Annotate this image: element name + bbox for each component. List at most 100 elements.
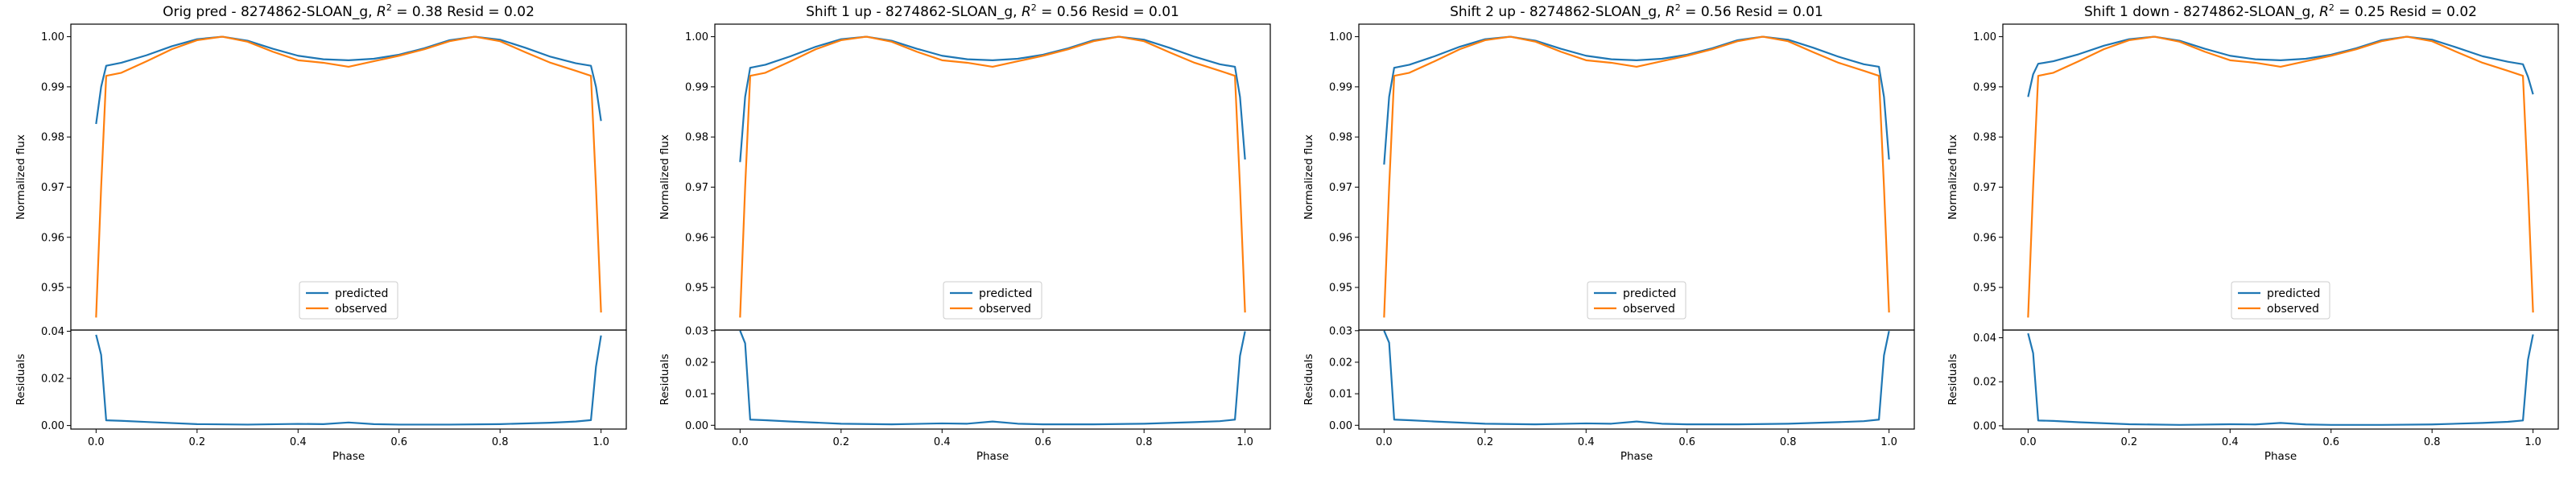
- series-line-predicted: [2027, 35, 2534, 97]
- ytick-label: 0.96: [685, 232, 708, 244]
- chart-title-r: R: [1666, 4, 1675, 20]
- y-axis-label: Normalized flux: [1946, 134, 1959, 220]
- xtick-label: 0.4: [2222, 436, 2239, 448]
- ytick-label: 0.02: [1329, 357, 1352, 369]
- y-axis-label: Normalized flux: [658, 134, 671, 220]
- ytick-label: 0.98: [1329, 132, 1352, 144]
- y-axis-label: Normalized flux: [1302, 134, 1315, 220]
- xtick-label: 0.6: [390, 436, 407, 448]
- xtick-label: 0.8: [1780, 436, 1797, 448]
- legend-label: observed: [2267, 303, 2319, 316]
- subplot-3: Shift 2 up - 8274862-SLOAN_g, R2 = 0.56 …: [1302, 2, 1915, 463]
- flux-lines: [1383, 35, 1890, 318]
- series-line-predicted: [95, 35, 602, 125]
- legend-frame: [1587, 281, 1686, 320]
- x-axis-label: Phase: [1620, 450, 1653, 463]
- legend: predicted observed: [943, 281, 1042, 320]
- residual-lines: [1383, 330, 1890, 426]
- xtick-label: 0.8: [2424, 436, 2441, 448]
- subplot-4: Shift 1 down - 8274862-SLOAN_g, R2 = 0.2…: [1946, 2, 2559, 463]
- chart-title-r: R: [1022, 4, 1031, 20]
- chart-title: Shift 1 down - 8274862-SLOAN_g, R2 = 0.2…: [2084, 2, 2477, 20]
- ytick-label: 0.97: [41, 182, 64, 194]
- ytick-label: 0.00: [685, 420, 708, 432]
- ytick-label: 0.95: [41, 283, 64, 295]
- xtick-label: 0.8: [492, 436, 509, 448]
- legend-frame: [2231, 281, 2330, 320]
- residual-lines: [739, 330, 1246, 426]
- y-axis-label: Normalized flux: [14, 134, 27, 220]
- ytick-label: 0.96: [41, 232, 64, 244]
- xtick-label: 1.0: [592, 436, 609, 448]
- chart-title: Shift 1 up - 8274862-SLOAN_g, R2 = 0.56 …: [806, 2, 1179, 20]
- xtick-label: 0.4: [1578, 436, 1595, 448]
- legend: predicted observed: [2231, 281, 2330, 320]
- ytick-label: 0.95: [1973, 283, 1996, 295]
- ytick-label: 1.00: [41, 31, 64, 43]
- ytick-label: 0.98: [685, 132, 708, 144]
- legend-label: predicted: [979, 287, 1032, 300]
- x-axis-label: Phase: [2264, 450, 2297, 463]
- ytick-label: 1.00: [1329, 31, 1352, 43]
- xtick-label: 0.8: [1136, 436, 1153, 448]
- series-line-residuals: [1383, 330, 1890, 426]
- xtick-label: 1.0: [1236, 436, 1253, 448]
- ytick-label: 0.00: [41, 420, 64, 432]
- chart-title-prefix: Shift 1 down - 8274862-SLOAN_g,: [2084, 4, 2319, 20]
- legend-label: predicted: [2267, 287, 2320, 300]
- series-line-residuals: [95, 334, 602, 426]
- ytick-label: 0.04: [1973, 332, 1996, 345]
- ytick-label: 0.02: [685, 357, 708, 369]
- ytick-label: 0.04: [41, 326, 64, 338]
- xtick-label: 0.0: [1376, 436, 1393, 448]
- ytick-label: 0.99: [1329, 81, 1352, 93]
- ytick-label: 0.99: [41, 81, 64, 93]
- legend-frame: [943, 281, 1042, 320]
- flux-lines: [95, 35, 602, 318]
- ytick-label: 0.02: [1973, 377, 1996, 389]
- series-line-predicted: [1383, 35, 1890, 165]
- ytick-label: 0.00: [1329, 420, 1352, 432]
- residual-lines: [2027, 332, 2534, 426]
- series-line-residuals: [2027, 332, 2534, 426]
- xtick-label: 1.0: [2524, 436, 2541, 448]
- ytick-label: 0.03: [685, 325, 708, 337]
- chart-title-prefix: Shift 1 up - 8274862-SLOAN_g,: [806, 4, 1022, 20]
- flux-lines: [739, 35, 1246, 318]
- x-axis-label: Phase: [976, 450, 1009, 463]
- ytick-label: 1.00: [685, 31, 708, 43]
- ytick-label: 0.97: [1329, 182, 1352, 194]
- legend: predicted observed: [1587, 281, 1686, 320]
- ytick-label: 0.97: [1973, 182, 1996, 194]
- legend-label: predicted: [335, 287, 388, 300]
- legend-label: observed: [335, 303, 387, 316]
- series-line-observed: [95, 35, 602, 318]
- xtick-label: 0.2: [2120, 436, 2137, 448]
- series-line-observed: [2027, 35, 2534, 318]
- legend-frame: [299, 281, 398, 320]
- chart-title-sup: 2: [1675, 2, 1681, 13]
- chart-title: Orig pred - 8274862-SLOAN_g, R2 = 0.38 R…: [163, 2, 535, 20]
- xtick-label: 0.0: [2020, 436, 2037, 448]
- ytick-label: 1.00: [1973, 31, 1996, 43]
- chart-title-r: R: [377, 4, 386, 20]
- ytick-label: 0.00: [1973, 420, 1996, 432]
- axes-frame-residuals: [714, 329, 1271, 430]
- ytick-label: 0.95: [685, 283, 708, 295]
- axes-frame-residuals: [70, 329, 627, 430]
- ytick-label: 0.95: [1329, 283, 1352, 295]
- series-line-residuals: [739, 330, 1246, 426]
- legend-label: observed: [1623, 303, 1675, 316]
- ytick-label: 0.01: [1329, 389, 1352, 401]
- residual-lines: [95, 334, 602, 426]
- legend-label: predicted: [1623, 287, 1676, 300]
- xtick-label: 1.0: [1880, 436, 1897, 448]
- xtick-label: 0.0: [88, 436, 105, 448]
- axes-frame-residuals: [1358, 329, 1915, 430]
- series-line-predicted: [739, 35, 1246, 163]
- xtick-label: 0.2: [832, 436, 849, 448]
- ytick-label: 0.02: [41, 374, 64, 386]
- flux-lines: [2027, 35, 2534, 318]
- xtick-label: 0.0: [732, 436, 749, 448]
- subplot-2: Shift 1 up - 8274862-SLOAN_g, R2 = 0.56 …: [658, 2, 1271, 463]
